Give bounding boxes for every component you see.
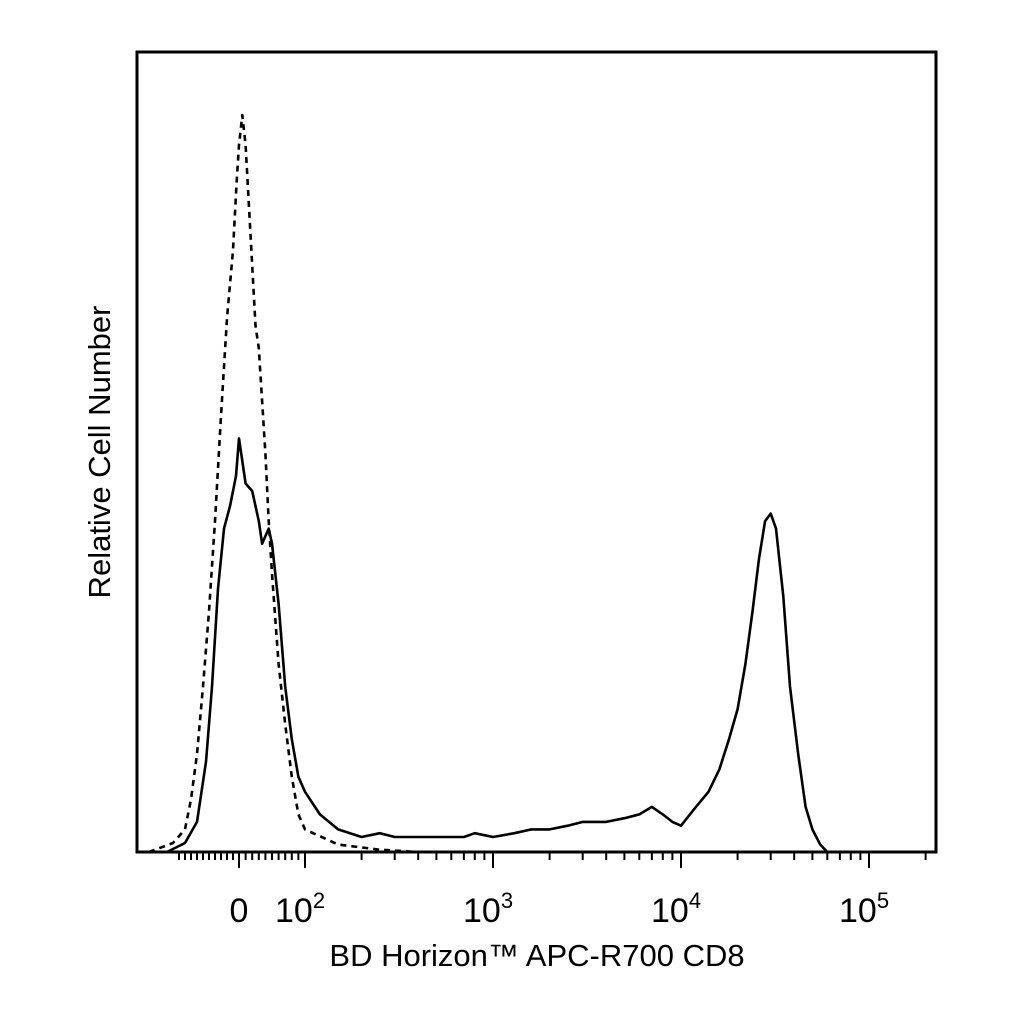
- x-axis-tick-labels: 0 102 103 104 105: [230, 888, 890, 930]
- x-tick-label: 105: [839, 888, 889, 930]
- x-axis-title: BD Horizon™ APC-R700 CD8: [329, 938, 744, 973]
- x-tick-label: 0: [230, 892, 249, 930]
- plot-frame: [135, 50, 938, 854]
- series-line-solid: [166, 437, 829, 854]
- x-tick-label: 104: [651, 888, 701, 930]
- y-axis-title: Relative Cell Number: [82, 306, 117, 599]
- series-line-dashed: [148, 113, 419, 854]
- x-tick-label: 103: [463, 888, 513, 930]
- series-layer: [148, 113, 829, 854]
- x-tick-label: 102: [275, 888, 325, 930]
- x-axis-ticks: [178, 852, 927, 868]
